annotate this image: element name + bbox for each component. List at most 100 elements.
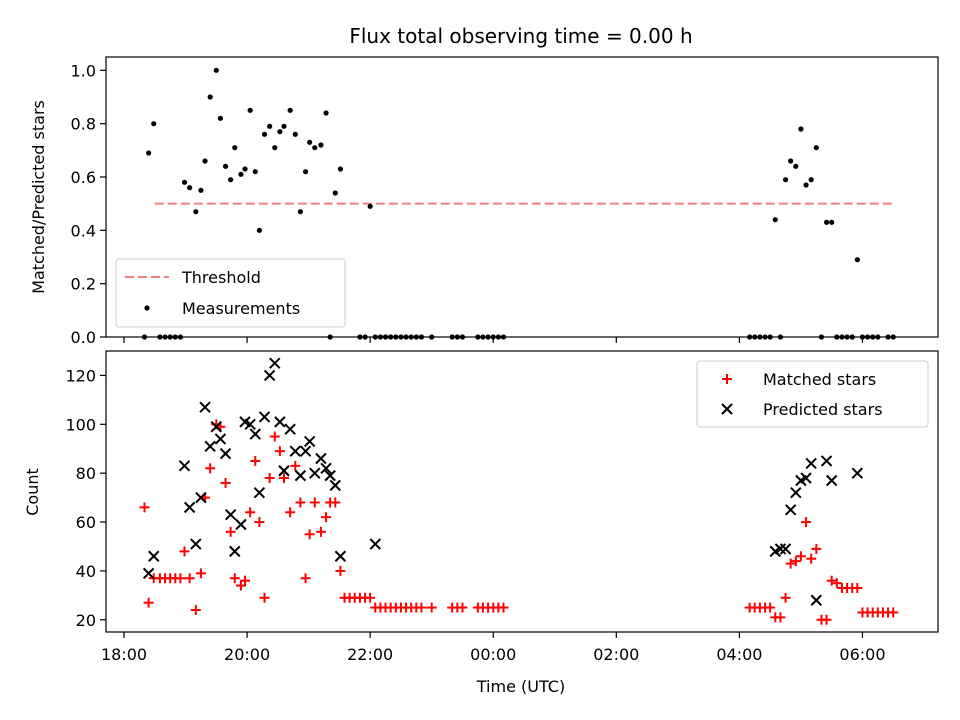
bottom-y-axis-label: Count [23,468,42,516]
measurement-point [885,334,891,340]
matched-star-point [240,575,251,586]
legend-matched-label: Matched stars [763,370,876,389]
cross-stroke-b [774,543,787,555]
measurement-point [798,126,804,132]
cross-stroke-b [244,418,256,431]
matched-star-point [304,529,315,540]
bottom-y-tick-label: 100 [65,415,96,434]
measurement-point [823,219,830,225]
predicted-star-point [199,401,211,413]
measurement-point [372,334,378,340]
measurement-point [490,334,496,340]
measurement-point [485,334,491,340]
matched-star-point [264,473,275,484]
matched-star-point [195,568,206,579]
predicted-star-point [263,369,276,382]
top-panel-ratio: 0.0 0.2 0.4 0.6 0.8 1.0 Matched/Predicted sta… [29,56,939,347]
measurement-point [292,131,298,137]
predicted-star-point [142,567,155,580]
matched-star-point [220,477,231,488]
matched-star-point [279,473,289,484]
cross-stroke-b [239,416,251,428]
cross-stroke-b [800,472,812,484]
measurement-point [312,145,318,151]
bottom-x-tick-label: 02:00 [593,645,639,664]
bottom-x-tick-label: 00:00 [470,645,516,664]
cross-stroke-b [278,465,290,477]
measurement-point [247,107,253,113]
predicted-star-point [210,421,223,433]
predicted-star-point [299,445,312,457]
cross-stroke-b [190,538,202,550]
matched-star-point [274,446,285,457]
cross-stroke-b [294,469,307,482]
predicted-star-point [195,491,207,504]
measurement-point [281,123,287,129]
matched-star-point [269,431,280,442]
matched-star-point [811,543,822,554]
cross-stroke-b [204,440,216,453]
bottom-y-tick-label: 60 [76,513,96,532]
bottom-y-tick-label: 80 [76,464,96,483]
matched-star-point [775,612,786,623]
cross-stroke-b [274,416,286,428]
predicted-star-point [324,469,336,482]
predicted-star-point [183,501,196,514]
predicted-star-point [315,452,327,465]
top-y-tick-label: 0.6 [71,168,96,187]
bottom-panel-frame [105,350,939,633]
measurement-point [327,334,333,340]
measurement-point [418,334,425,340]
matched-star-point [806,553,817,564]
measurement-point [162,334,168,340]
measurement-point [747,334,753,340]
cross-stroke-b [790,487,802,499]
matched-star-point [285,507,296,518]
cross-stroke-b [258,411,271,423]
measurement-point [475,334,481,340]
cross-stroke-b [263,369,276,382]
predicted-star-point [774,543,787,555]
measurement-point [202,158,208,164]
measurement-point [480,334,486,340]
cross-stroke-b [784,504,797,516]
matched-star-point [179,546,190,557]
measurement-point [377,334,384,340]
predicted-star-point [249,428,261,440]
measurement-point [267,123,273,129]
matched-star-point [852,583,863,594]
predicted-star-point [289,445,301,457]
measurement-point [193,209,199,215]
matched-star-point [785,558,796,569]
matched-star-point [365,592,376,603]
bottom-x-axis: 18:00 20:00 22:00 00:00 02:00 04:00 06:00 [101,632,886,664]
top-x-axis [123,337,864,343]
matched-star-point [300,573,311,584]
matched-star-point [888,607,899,618]
measurement-point [393,334,399,340]
cross-stroke-b [214,433,227,445]
predicted-star-point [214,433,227,445]
cross-stroke-b [299,445,312,457]
measurement-point [388,334,394,340]
measurement-point [367,203,373,209]
measurement-point [429,334,435,340]
predicted-star-point [369,538,381,550]
matched-star-point [315,526,326,537]
matched-star-point [801,517,812,528]
predicted-star-point [224,509,237,521]
measurement-point [788,158,794,164]
matched-star-point [259,592,270,603]
measurement-point [302,169,309,175]
matched-star-point [184,573,195,584]
matched-star-point [335,565,346,576]
cross-stroke-b [303,435,316,448]
legend-threshold-label: Threshold [181,268,261,287]
matched-star-point [295,497,306,508]
measurement-point [449,334,455,340]
measurement-point [332,190,338,196]
predicted-star-point [235,518,247,531]
measurement-point [808,177,814,183]
predicted-star-point [269,357,281,369]
measurement-point [500,334,507,340]
